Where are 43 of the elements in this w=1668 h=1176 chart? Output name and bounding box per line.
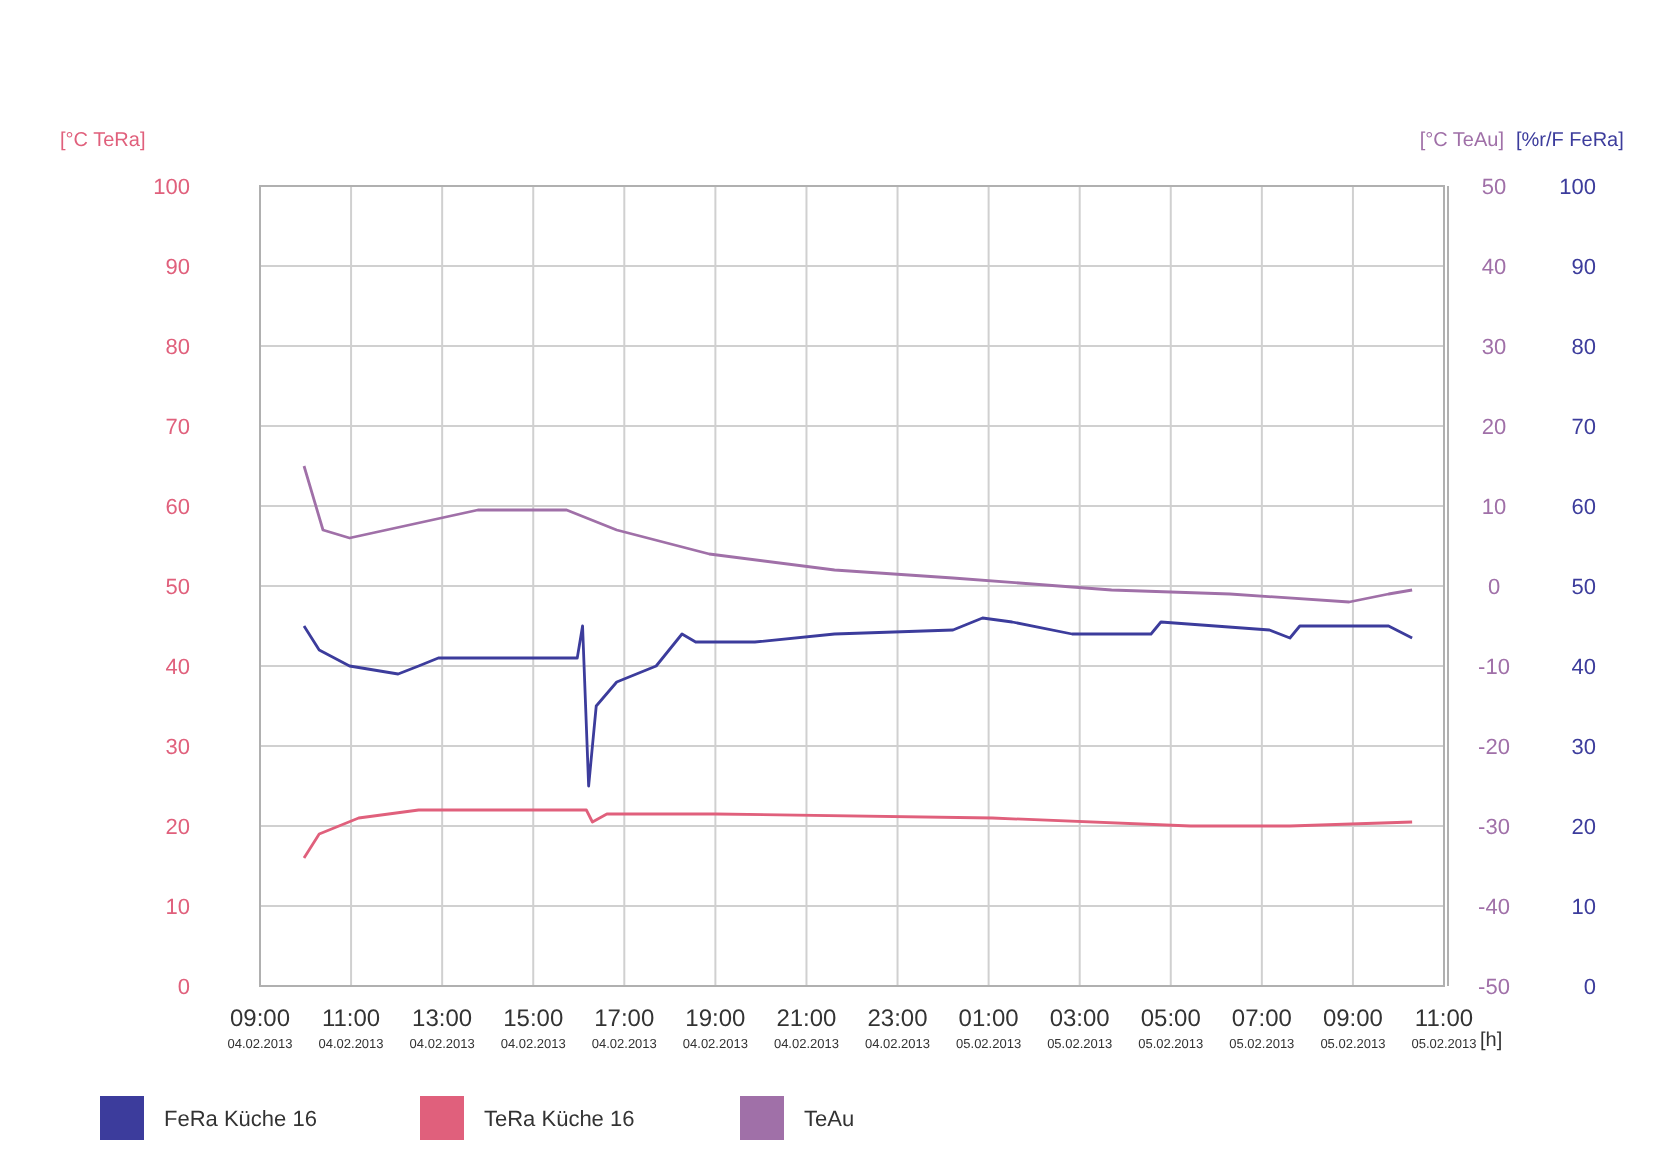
y2-tick-label: -40 <box>1478 896 1510 920</box>
y2-tick-label: -30 <box>1478 816 1510 840</box>
y-tick-label: 50 <box>165 576 190 600</box>
y2-tick-label: -50 <box>1478 976 1510 1000</box>
y-tick-label: 80 <box>165 336 190 360</box>
line-series <box>302 464 1414 604</box>
y3-tick-label: 80 <box>1571 336 1596 360</box>
y2-tick-label: 50 <box>1481 176 1507 200</box>
y2-tick-label: -10 <box>1478 656 1510 680</box>
y3-tick-label: 70 <box>1571 416 1596 440</box>
y3-tick-label: 20 <box>1571 816 1596 840</box>
y-tick-label: 90 <box>165 256 190 280</box>
y-tick-label: 60 <box>165 496 190 520</box>
y-tick-label: 40 <box>165 656 190 680</box>
y3-tick-label: 100 <box>1559 176 1596 200</box>
y-tick-label: 70 <box>165 416 190 440</box>
y2-axis-title: [°C TeAu] <box>1419 130 1505 152</box>
y-tick-label: 10 <box>165 896 190 920</box>
y-tick-label: 0 <box>177 976 190 1000</box>
y2-tick-label: 10 <box>1481 496 1507 520</box>
y3-tick-label: 50 <box>1571 576 1596 600</box>
y-tick-label: 30 <box>165 736 190 760</box>
y2-tick-label: -20 <box>1478 736 1510 760</box>
y-tick-label: 100 <box>153 176 190 200</box>
y3-tick-label: 90 <box>1571 256 1596 280</box>
y3-tick-label: 30 <box>1571 736 1596 760</box>
line-series <box>302 616 1414 788</box>
legend-label: TeRa Küche 16 <box>484 1108 635 1132</box>
legend-label: TeAu <box>804 1108 855 1132</box>
line-series <box>302 808 1414 860</box>
y3-tick-label: 10 <box>1571 896 1596 920</box>
y-tick-label: 20 <box>165 816 190 840</box>
y-axis-title: [°C TeRa] <box>60 130 146 152</box>
legend-label: FeRa Küche 16 <box>164 1108 317 1132</box>
y3-tick-label: 0 <box>1583 976 1596 1000</box>
y2-tick-label: 20 <box>1481 416 1507 440</box>
y3-tick-label: 40 <box>1571 656 1596 680</box>
y2-tick-label: 30 <box>1481 336 1507 360</box>
x-axis-title: [h] <box>1480 1030 1503 1052</box>
y2-tick-label: 0 <box>1487 576 1501 600</box>
y3-axis-title: [%r/F FeRa] <box>1516 130 1625 152</box>
y3-tick-label: 60 <box>1571 496 1596 520</box>
y2-tick-label: 40 <box>1481 256 1507 280</box>
